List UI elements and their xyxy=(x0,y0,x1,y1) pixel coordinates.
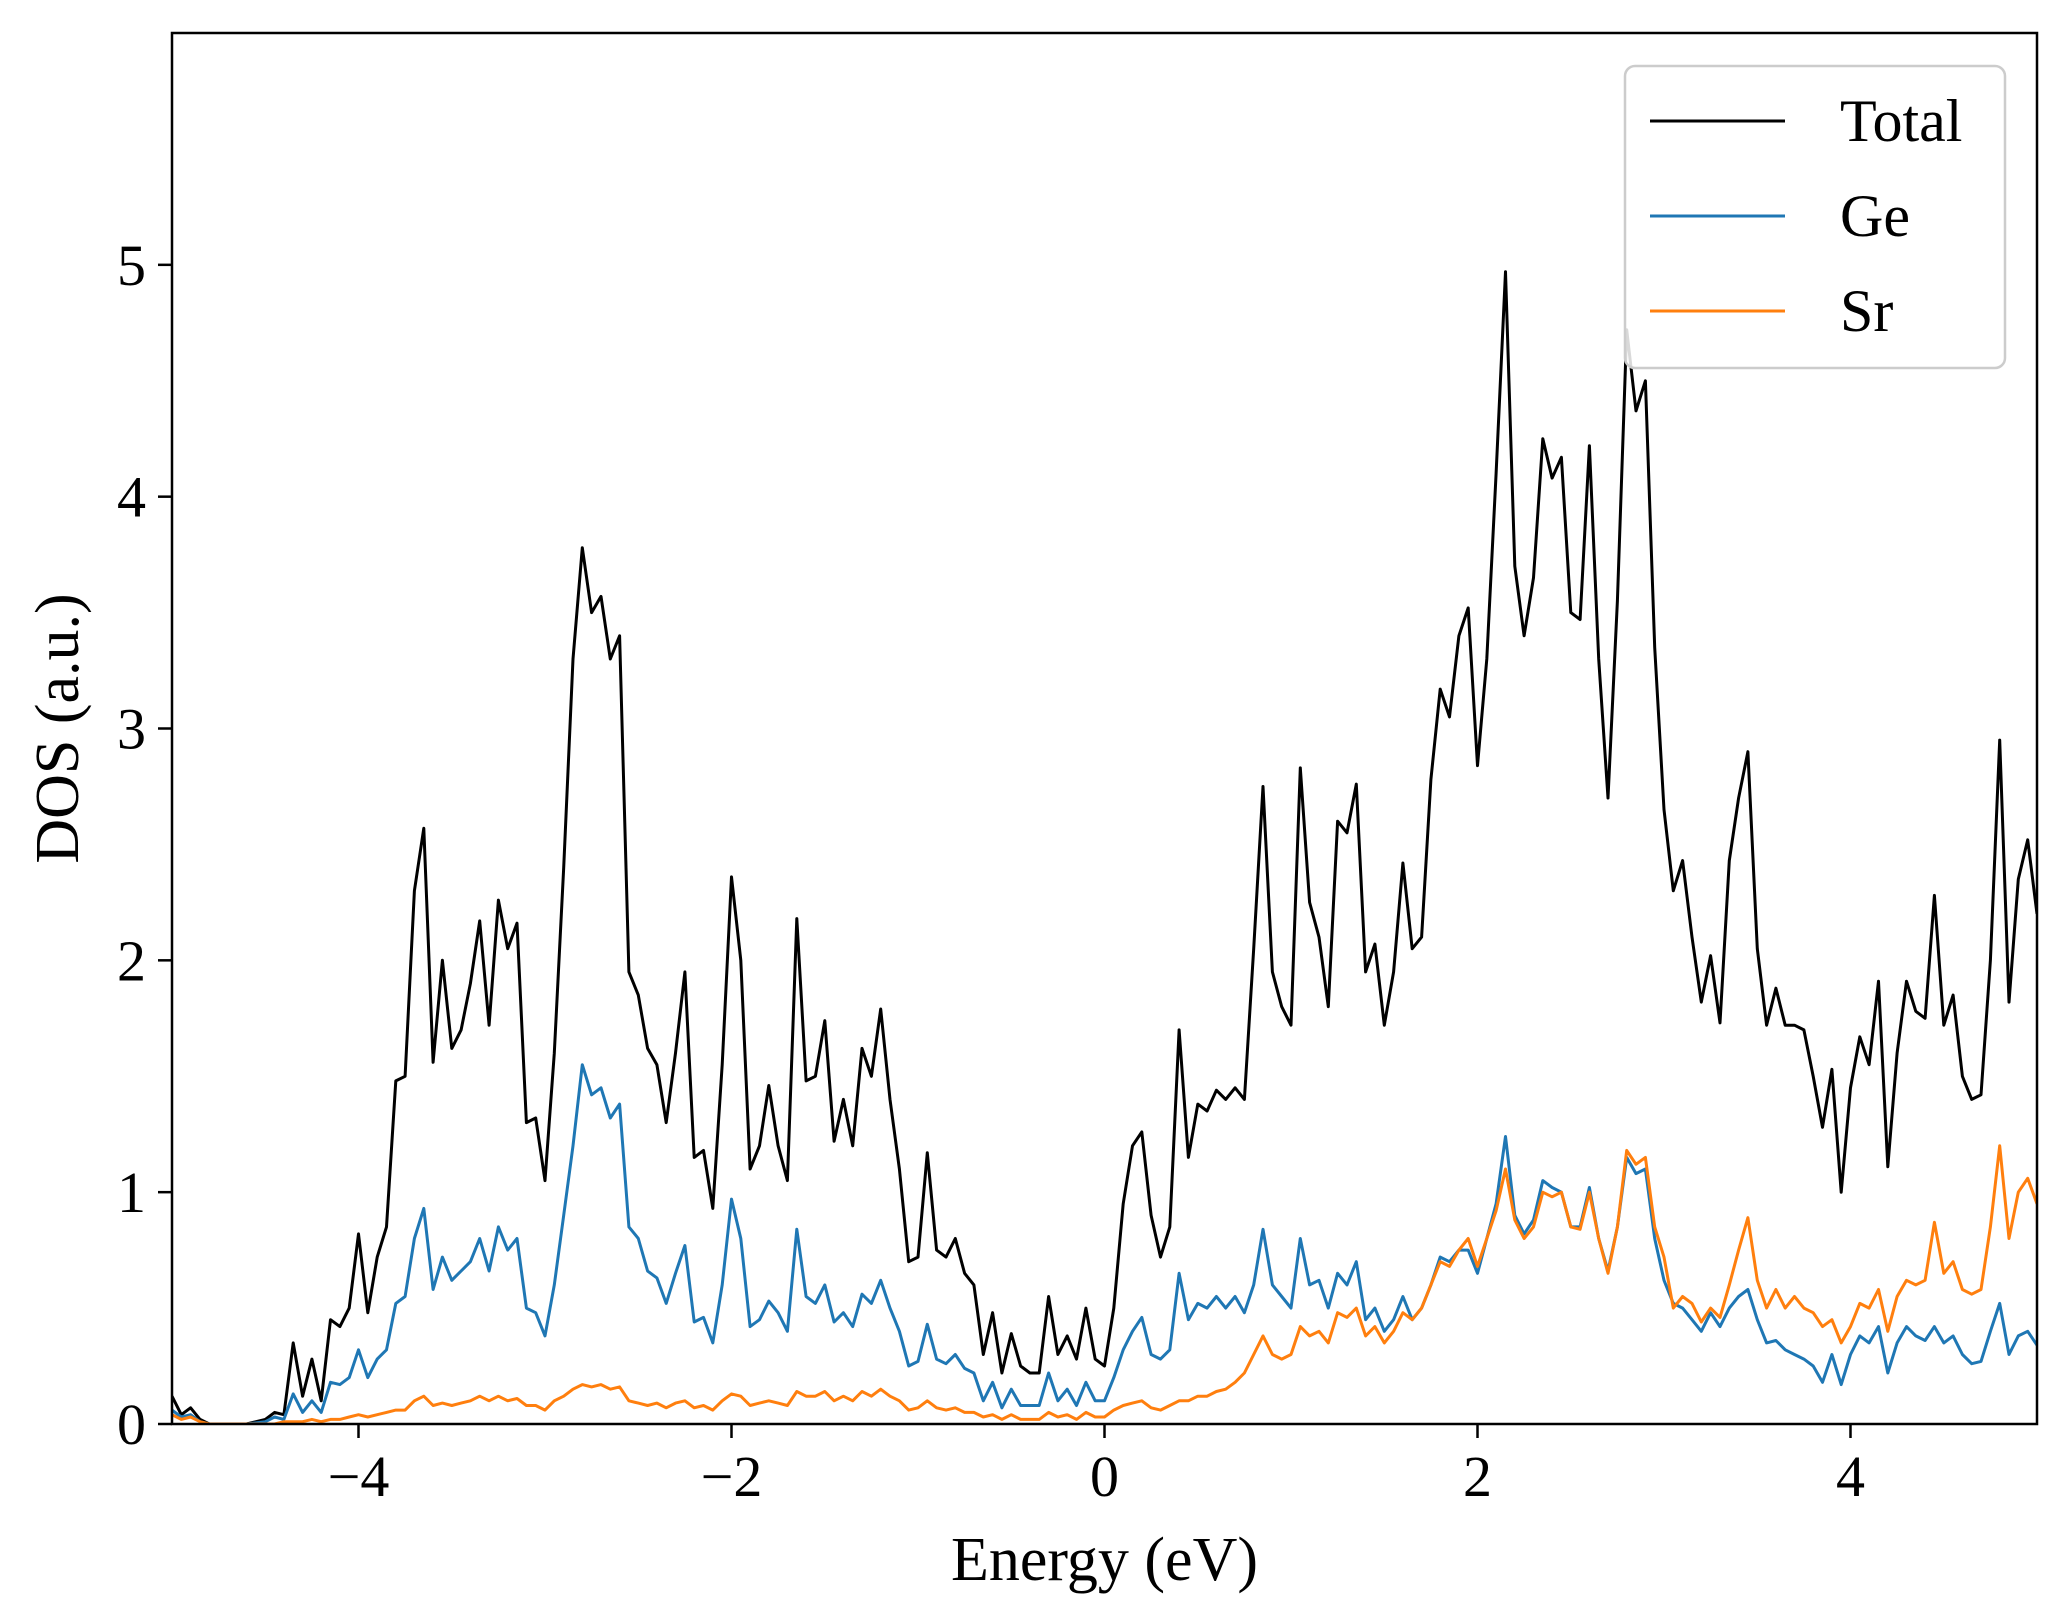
y-tick-label: 4 xyxy=(117,465,146,530)
x-tick-label: 4 xyxy=(1836,1444,1865,1509)
y-tick-label: 2 xyxy=(117,928,146,993)
legend-label-sr: Sr xyxy=(1840,278,1893,344)
series-line-total xyxy=(172,270,2037,1424)
legend-label-total: Total xyxy=(1840,88,1962,154)
series-line-ge xyxy=(172,1063,2037,1424)
x-tick-label: −4 xyxy=(328,1444,390,1509)
x-axis-ticks: −4 −2 0 2 4 xyxy=(328,1424,1865,1509)
y-tick-label: 3 xyxy=(117,697,146,762)
x-tick-label: 2 xyxy=(1463,1444,1492,1509)
series-line-sr xyxy=(172,1144,2037,1424)
legend-label-ge: Ge xyxy=(1840,183,1910,249)
y-tick-label: 5 xyxy=(117,233,146,298)
y-axis-title: DOS (a.u.) xyxy=(24,593,92,863)
y-tick-label: 1 xyxy=(117,1160,146,1225)
y-axis-ticks: 0 1 2 3 4 5 xyxy=(117,233,172,1457)
x-tick-label: 0 xyxy=(1090,1444,1119,1509)
y-tick-label: 0 xyxy=(117,1392,146,1457)
series-layer xyxy=(172,270,2037,1424)
legend: Total Ge Sr xyxy=(1623,64,2007,370)
x-axis-title: Energy (eV) xyxy=(951,1526,1258,1594)
legend-box xyxy=(1623,64,2007,370)
x-tick-label: −2 xyxy=(701,1444,763,1509)
